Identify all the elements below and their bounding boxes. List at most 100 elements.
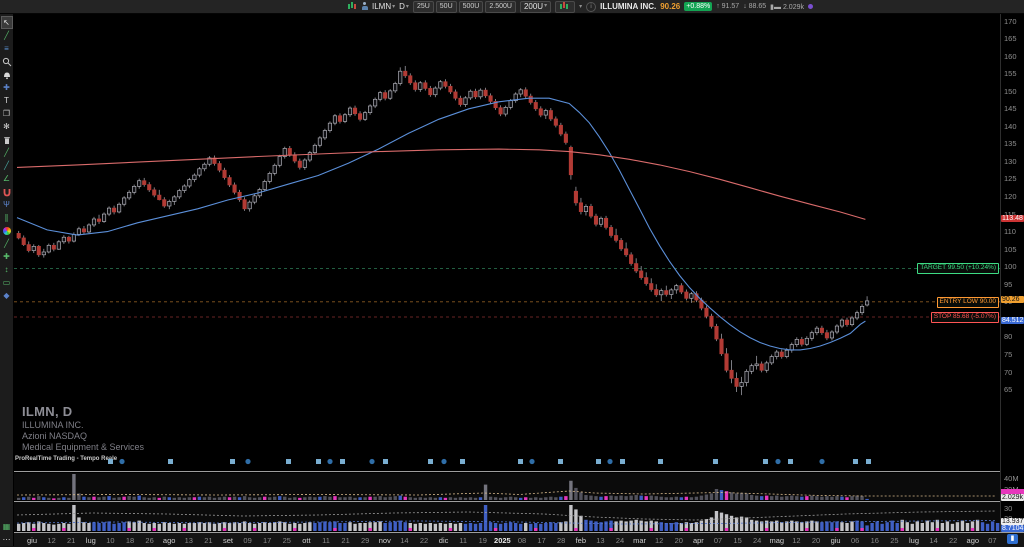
- anchor-points-tool[interactable]: ◆: [3, 290, 10, 300]
- chevron-down-icon[interactable]: ▾: [579, 4, 583, 10]
- copy-tool[interactable]: ❐: [2, 108, 11, 118]
- time-label-26-6: 26: [145, 536, 154, 545]
- price-tick-95: 95: [1004, 279, 1013, 289]
- magnet-tool[interactable]: [1, 185, 13, 198]
- volume-pane[interactable]: [14, 473, 1000, 500]
- chevron-down-icon: ▾: [544, 3, 548, 9]
- time-label-ago-48: ago: [966, 536, 980, 545]
- crosshair-tool[interactable]: ✚: [3, 251, 10, 261]
- time-label-18-5: 18: [125, 536, 135, 545]
- segment-tool[interactable]: ╱: [4, 147, 9, 157]
- time-label-14-46: 14: [929, 536, 938, 545]
- price-pane[interactable]: [14, 14, 1000, 471]
- indicator-ma-badge: 8.7104: [1001, 525, 1024, 532]
- time-label-apr-34: apr: [692, 536, 704, 545]
- cursor-tool[interactable]: ↖: [0, 16, 13, 29]
- time-label-20-40: 20: [811, 536, 821, 545]
- alert-tool[interactable]: [1, 68, 13, 81]
- chevron-down-icon: ▾: [392, 4, 396, 10]
- time-label-13-8: 13: [184, 536, 193, 545]
- price-axis[interactable]: 170 165 160 155 150 145 140 135 130 125 120 115 110 1…: [1000, 14, 1024, 539]
- target-level-label[interactable]: TARGET 99.50 (+10.24%): [917, 263, 999, 275]
- pane-separator[interactable]: [14, 501, 1000, 502]
- layout-grid-tool[interactable]: ▦: [2, 521, 11, 531]
- price-tick-100: 100: [1004, 262, 1017, 272]
- ray-tool[interactable]: ╱: [4, 160, 9, 170]
- channel-tool[interactable]: ╱: [4, 238, 9, 248]
- zoom-50U-button[interactable]: 50U: [435, 0, 457, 13]
- price-tick-120: 120: [1004, 192, 1017, 202]
- time-label-nov-18: nov: [378, 536, 391, 545]
- angle-tool[interactable]: ∠: [2, 173, 11, 183]
- rectangle-tool[interactable]: ▭: [2, 277, 11, 287]
- price-tick-70: 70: [1004, 367, 1013, 377]
- time-label-08-25: 08: [517, 536, 527, 545]
- time-label-25-44: 25: [890, 536, 899, 545]
- stop-level-label[interactable]: STOP 85.68 (-5.07%): [930, 311, 999, 323]
- time-label-24-37: 24: [753, 536, 762, 545]
- price-tick-65: 65: [1004, 385, 1013, 395]
- time-label-ago-7: ago: [162, 536, 176, 545]
- chart-type-button[interactable]: [555, 0, 576, 13]
- time-label-giu-0: giu: [26, 536, 38, 545]
- time-label-dic-21: dic: [438, 536, 449, 545]
- time-label-09-11: 09: [243, 536, 252, 545]
- chevron-down-icon: ▾: [405, 4, 409, 10]
- price-range-tool[interactable]: ↕: [4, 264, 9, 274]
- time-axis[interactable]: giu 12 21 lug 10 18 26 ago 13 21 set 09 17 25 ott 11 21 2…: [0, 532, 1024, 547]
- zoom-2-500U-button[interactable]: 2.500U: [485, 0, 516, 13]
- time-label-14-19: 14: [400, 536, 409, 545]
- time-label-mag-38: mag: [769, 536, 785, 545]
- info-icon[interactable]: i: [586, 1, 597, 12]
- pitchfork-tool[interactable]: Ψ: [3, 199, 10, 209]
- fibonacci-tool[interactable]: ≡: [4, 43, 9, 53]
- zoom-25U-button[interactable]: 25U: [412, 0, 434, 13]
- symbol-label: ILMN: [372, 2, 392, 11]
- color-wheel-tool[interactable]: [1, 224, 13, 237]
- volume-tick-40M: 40M: [1004, 474, 1019, 483]
- axis-settings-icon[interactable]: ▮: [1007, 534, 1018, 544]
- time-label-mar-31: mar: [633, 536, 647, 545]
- time-label-07-49: 07: [988, 536, 997, 545]
- time-label-21-9: 21: [204, 536, 213, 545]
- time-label-2025-24: 2025: [494, 536, 511, 545]
- more-options-tool[interactable]: ⋯: [2, 534, 11, 544]
- day-low: ↓ 88.65: [743, 3, 767, 10]
- user-icon[interactable]: [361, 2, 368, 11]
- last-price: 90.26: [660, 2, 681, 11]
- time-label-giu-41: giu: [830, 536, 841, 545]
- instrument-name: ILLUMINA INC.: [600, 2, 657, 11]
- volume-value-badge: 2.029k: [1001, 494, 1024, 501]
- candlestick-chart-icon: [347, 1, 357, 13]
- indicator-pane[interactable]: [14, 502, 1000, 531]
- delete-tool[interactable]: [1, 133, 13, 146]
- pane-separator[interactable]: [14, 471, 1000, 472]
- zoom-tool[interactable]: [1, 55, 13, 68]
- symbol-selector[interactable]: ILMN ▾: [372, 2, 395, 11]
- last-price-badge: 90.26: [1001, 296, 1024, 304]
- zoom-500U-button[interactable]: 500U: [458, 0, 484, 13]
- time-label-lug-3: lug: [85, 536, 96, 545]
- indicator-tick-30: 30: [1004, 504, 1013, 513]
- time-label-25-13: 25: [282, 536, 291, 545]
- trendline-tool[interactable]: ╱: [4, 30, 9, 40]
- move-tool[interactable]: ✚: [3, 82, 10, 92]
- price-tick-80: 80: [1004, 332, 1013, 342]
- price-tick-160: 160: [1004, 51, 1017, 61]
- time-label-20-33: 20: [674, 536, 683, 545]
- time-label-24-30: 24: [615, 536, 625, 545]
- watermark-market: Azioni NASDAQ: [22, 431, 88, 441]
- volume-ma-badge: [1001, 489, 1024, 495]
- parallel-lines-tool[interactable]: ∥: [4, 212, 9, 222]
- day-high: ↑ 91.57: [716, 3, 740, 10]
- time-label-11-15: 11: [322, 536, 330, 545]
- time-label-12-32: 12: [655, 536, 664, 545]
- bars-count-button[interactable]: 200U ▾: [519, 0, 552, 13]
- watermark: ILMN, D ILLUMINA INC. Azioni NASDAQ Medi…: [22, 404, 144, 452]
- time-label-12-39: 12: [792, 536, 801, 545]
- time-label-15-36: 15: [733, 536, 742, 545]
- entry-level-label[interactable]: ENTRY LOW 90.00: [936, 296, 999, 308]
- text-tool[interactable]: T: [4, 95, 9, 105]
- settings-star-tool[interactable]: ✻: [3, 121, 10, 131]
- timeframe-selector[interactable]: D ▾: [399, 2, 409, 11]
